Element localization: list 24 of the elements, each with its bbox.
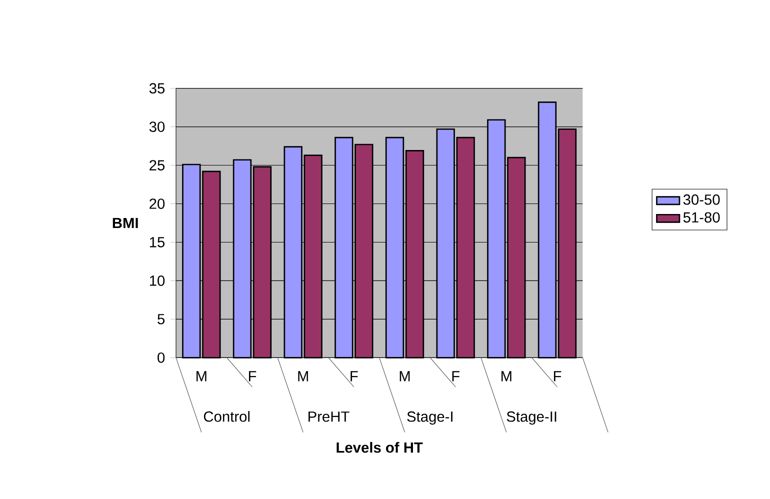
x-tick-label: F — [248, 371, 256, 382]
y-tick-label: 25 — [150, 160, 165, 170]
x-tick-label: M — [298, 371, 308, 382]
x-tick-label: M — [502, 371, 512, 382]
x-axis-title: Levels of HT — [336, 442, 423, 453]
y-tick-label: 15 — [150, 237, 165, 248]
y-tick-label: 30 — [149, 122, 165, 132]
y-tick-label: 5 — [158, 314, 165, 324]
text: Stage-II — [506, 411, 556, 425]
legend-label: 30-50 — [683, 194, 720, 205]
x-tick-label: M — [196, 371, 206, 382]
y-tick-label: 0 — [158, 352, 165, 363]
text: PreHT — [308, 412, 350, 422]
x-tick-label: F — [350, 371, 358, 382]
y-tick-label: 20 — [150, 198, 165, 209]
y-axis-title: BMI — [112, 218, 138, 228]
x-tick-label: F — [554, 371, 562, 382]
y-tick-label: 35 — [149, 83, 165, 94]
text: Stage-I — [407, 411, 452, 425]
x-tick-label: F — [452, 371, 460, 382]
y-tick-label: 10 — [150, 276, 165, 286]
legend-label: 51-80 — [683, 212, 720, 223]
x-tick-label: M — [400, 371, 410, 382]
text: Control — [204, 411, 250, 422]
